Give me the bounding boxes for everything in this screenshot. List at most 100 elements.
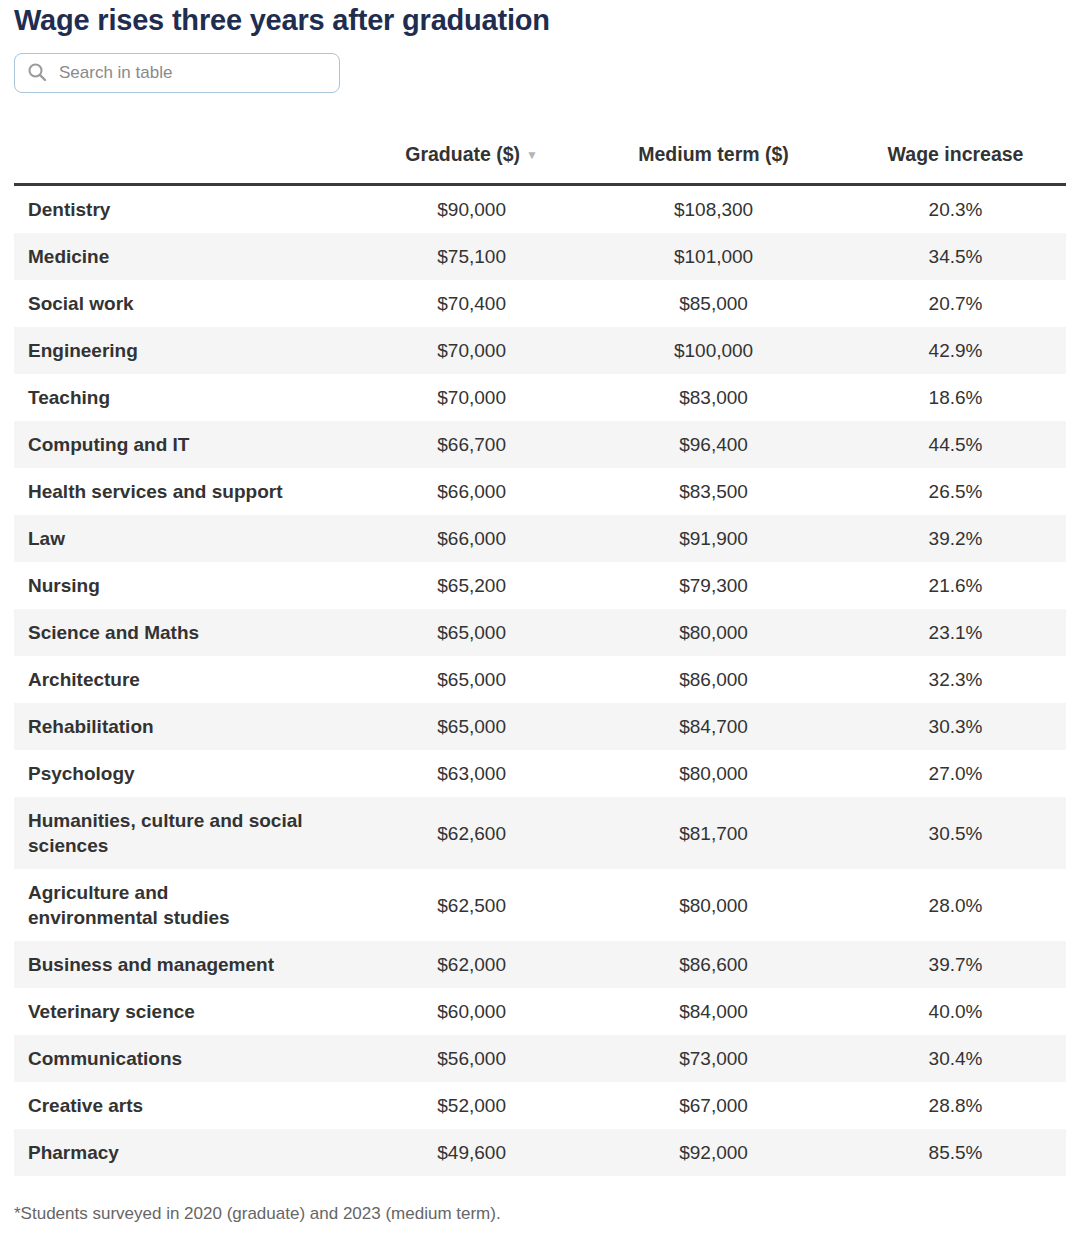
row-value-wage-increase: 26.5%: [845, 468, 1066, 515]
row-value-graduate: $62,000: [361, 941, 582, 988]
row-value-medium-term: $96,400: [582, 421, 845, 468]
row-value-wage-increase: 30.3%: [845, 703, 1066, 750]
table-body: Dentistry$90,000$108,30020.3%Medicine$75…: [14, 185, 1066, 1177]
row-value-wage-increase: 21.6%: [845, 562, 1066, 609]
row-value-graduate: $65,000: [361, 656, 582, 703]
table-row: Medicine$75,100$101,00034.5%: [14, 233, 1066, 280]
row-value-wage-increase: 28.0%: [845, 869, 1066, 941]
row-value-medium-term: $67,000: [582, 1082, 845, 1129]
column-header-wage-increase[interactable]: Wage increase: [845, 137, 1066, 185]
row-value-wage-increase: 23.1%: [845, 609, 1066, 656]
row-value-graduate: $70,000: [361, 374, 582, 421]
column-header-field: [14, 137, 361, 185]
row-value-graduate: $62,600: [361, 797, 582, 869]
row-value-graduate: $66,000: [361, 515, 582, 562]
row-label: Science and Maths: [14, 609, 361, 656]
row-value-medium-term: $80,000: [582, 750, 845, 797]
row-label: Architecture: [14, 656, 361, 703]
row-value-graduate: $90,000: [361, 185, 582, 234]
row-label: Pharmacy: [14, 1129, 361, 1176]
row-value-graduate: $62,500: [361, 869, 582, 941]
row-value-wage-increase: 85.5%: [845, 1129, 1066, 1176]
header-row: Graduate ($) ▼ Medium term ($) Wage incre…: [14, 137, 1066, 185]
table-row: Humanities, culture and social sciences$…: [14, 797, 1066, 869]
row-value-medium-term: $83,500: [582, 468, 845, 515]
row-value-graduate: $56,000: [361, 1035, 582, 1082]
row-label: Dentistry: [14, 185, 361, 234]
table-row: Social work$70,400$85,00020.7%: [14, 280, 1066, 327]
table-row: Communications$56,000$73,00030.4%: [14, 1035, 1066, 1082]
table-row: Teaching$70,000$83,00018.6%: [14, 374, 1066, 421]
page-title: Wage rises three years after graduation: [14, 4, 1066, 37]
row-value-medium-term: $101,000: [582, 233, 845, 280]
row-value-wage-increase: 30.5%: [845, 797, 1066, 869]
row-value-wage-increase: 32.3%: [845, 656, 1066, 703]
table-row: Pharmacy$49,600$92,00085.5%: [14, 1129, 1066, 1176]
table-search: [14, 53, 340, 93]
row-value-graduate: $63,000: [361, 750, 582, 797]
row-value-wage-increase: 39.7%: [845, 941, 1066, 988]
row-value-medium-term: $80,000: [582, 869, 845, 941]
row-value-medium-term: $80,000: [582, 609, 845, 656]
row-label: Humanities, culture and social sciences: [14, 797, 361, 869]
row-value-wage-increase: 40.0%: [845, 988, 1066, 1035]
sort-descending-icon[interactable]: ▼: [526, 148, 538, 162]
table-row: Law$66,000$91,90039.2%: [14, 515, 1066, 562]
row-value-wage-increase: 39.2%: [845, 515, 1066, 562]
row-label: Medicine: [14, 233, 361, 280]
row-value-wage-increase: 42.9%: [845, 327, 1066, 374]
search-input[interactable]: [14, 53, 340, 93]
row-label: Nursing: [14, 562, 361, 609]
row-value-medium-term: $81,700: [582, 797, 845, 869]
row-value-medium-term: $83,000: [582, 374, 845, 421]
row-value-graduate: $66,700: [361, 421, 582, 468]
table-row: Nursing$65,200$79,30021.6%: [14, 562, 1066, 609]
column-header-graduate[interactable]: Graduate ($) ▼: [361, 137, 582, 185]
row-label: Social work: [14, 280, 361, 327]
row-label: Psychology: [14, 750, 361, 797]
row-value-graduate: $65,000: [361, 703, 582, 750]
row-label: Computing and IT: [14, 421, 361, 468]
row-value-medium-term: $79,300: [582, 562, 845, 609]
row-label: Teaching: [14, 374, 361, 421]
table-row: Engineering$70,000$100,00042.9%: [14, 327, 1066, 374]
row-value-medium-term: $84,000: [582, 988, 845, 1035]
row-value-medium-term: $86,600: [582, 941, 845, 988]
row-value-graduate: $65,200: [361, 562, 582, 609]
table-row: Dentistry$90,000$108,30020.3%: [14, 185, 1066, 234]
table-row: Business and management$62,000$86,60039.…: [14, 941, 1066, 988]
footnote: *Students surveyed in 2020 (graduate) an…: [14, 1204, 1066, 1224]
row-label: Rehabilitation: [14, 703, 361, 750]
row-label: Creative arts: [14, 1082, 361, 1129]
row-value-graduate: $66,000: [361, 468, 582, 515]
row-value-graduate: $65,000: [361, 609, 582, 656]
row-label: Agriculture and environmental studies: [14, 869, 361, 941]
table-row: Rehabilitation$65,000$84,70030.3%: [14, 703, 1066, 750]
row-value-graduate: $75,100: [361, 233, 582, 280]
table-row: Psychology$63,000$80,00027.0%: [14, 750, 1066, 797]
row-value-wage-increase: 44.5%: [845, 421, 1066, 468]
row-value-graduate: $70,000: [361, 327, 582, 374]
table-row: Health services and support$66,000$83,50…: [14, 468, 1066, 515]
row-value-wage-increase: 20.7%: [845, 280, 1066, 327]
row-value-graduate: $52,000: [361, 1082, 582, 1129]
row-label: Communications: [14, 1035, 361, 1082]
table-row: Creative arts$52,000$67,00028.8%: [14, 1082, 1066, 1129]
row-value-wage-increase: 18.6%: [845, 374, 1066, 421]
row-value-medium-term: $85,000: [582, 280, 845, 327]
row-value-graduate: $60,000: [361, 988, 582, 1035]
row-value-medium-term: $100,000: [582, 327, 845, 374]
row-value-medium-term: $108,300: [582, 185, 845, 234]
row-label: Veterinary science: [14, 988, 361, 1035]
column-header-graduate-label: Graduate ($): [405, 143, 520, 165]
row-value-medium-term: $92,000: [582, 1129, 845, 1176]
table-row: Science and Maths$65,000$80,00023.1%: [14, 609, 1066, 656]
column-header-medium-term[interactable]: Medium term ($): [582, 137, 845, 185]
row-value-medium-term: $86,000: [582, 656, 845, 703]
row-value-wage-increase: 20.3%: [845, 185, 1066, 234]
page-container: Wage rises three years after graduation …: [0, 0, 1080, 1244]
row-value-wage-increase: 30.4%: [845, 1035, 1066, 1082]
row-label: Business and management: [14, 941, 361, 988]
table-row: Veterinary science$60,000$84,00040.0%: [14, 988, 1066, 1035]
row-value-wage-increase: 27.0%: [845, 750, 1066, 797]
